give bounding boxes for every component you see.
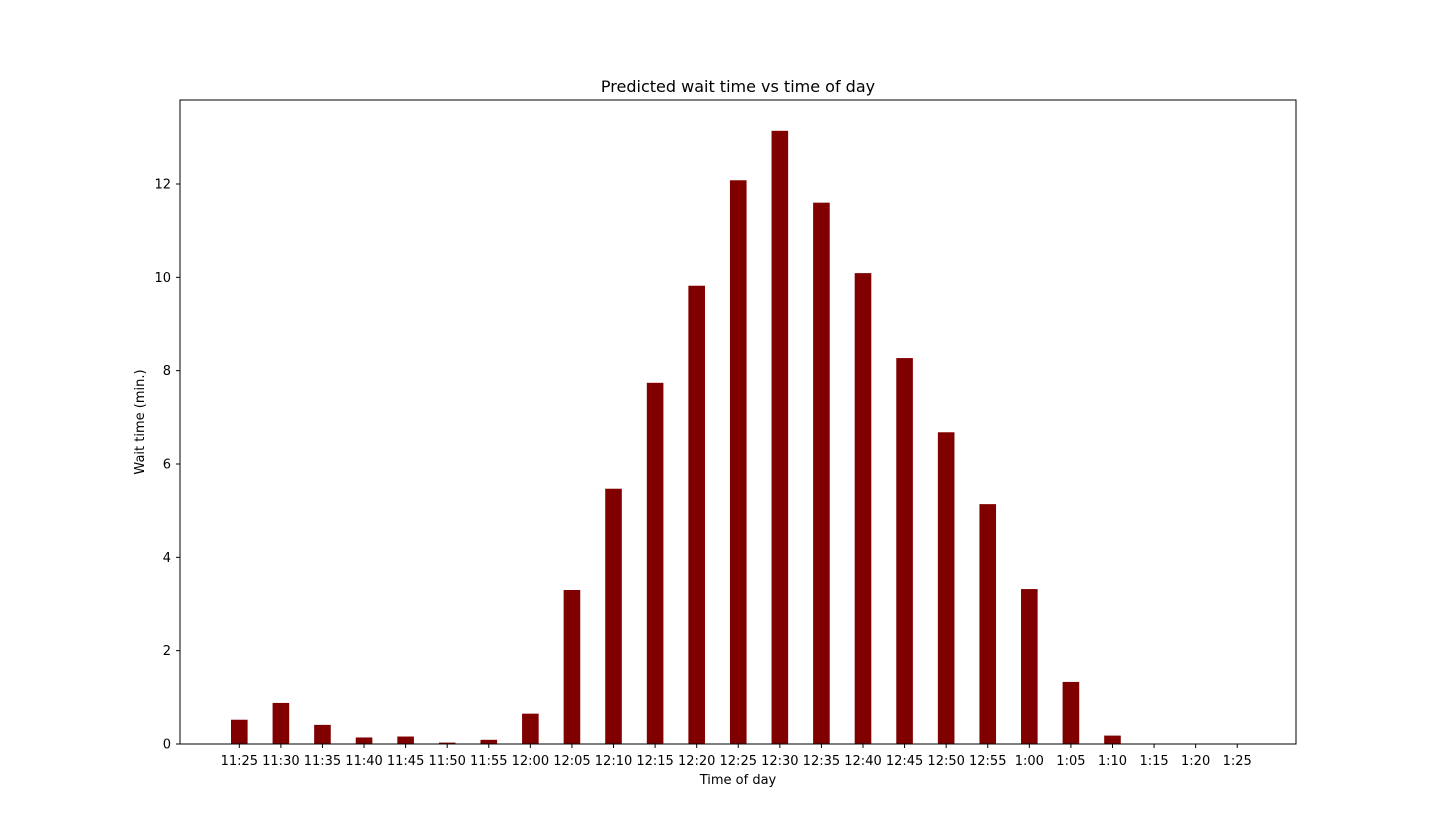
y-tick-label: 6: [163, 458, 171, 473]
bar-series: [231, 130, 1121, 745]
x-tick-label: 11:30: [262, 754, 299, 769]
bar-1:00: [1021, 589, 1038, 744]
bar-12:00: [522, 713, 539, 744]
x-tick-label: 11:55: [470, 754, 507, 769]
x-tick-label: 12:15: [636, 754, 673, 769]
y-tick-label: 10: [154, 271, 171, 286]
x-tick-label: 12:20: [678, 754, 715, 769]
bar-12:30: [771, 130, 789, 745]
bar-12:15: [646, 382, 664, 744]
bar-12:35: [813, 202, 830, 745]
bar-12:10: [605, 488, 622, 744]
x-tick-label: 11:35: [304, 754, 341, 769]
bar-12:25: [729, 180, 747, 744]
x-axis-title: Time of day: [699, 773, 777, 788]
x-tick-label: 1:25: [1223, 754, 1252, 769]
x-tick-label: 12:35: [803, 754, 840, 769]
bar-12:40: [854, 273, 872, 744]
x-tick-label: 11:50: [428, 754, 465, 769]
chart-title: Predicted wait time vs time of day: [601, 77, 875, 96]
y-tick-label: 12: [154, 178, 171, 193]
bar-12:50: [937, 432, 955, 744]
x-tick-label: 12:30: [761, 754, 798, 769]
y-axis-title: Wait time (min.): [133, 369, 148, 474]
bar-11:25: [231, 719, 248, 744]
y-tick-label: 0: [163, 738, 171, 753]
bar-1:05: [1062, 681, 1080, 744]
bar-1:10: [1104, 735, 1121, 744]
x-tick-label: 11:25: [221, 754, 258, 769]
x-tick-label: 1:15: [1139, 754, 1168, 769]
x-tick-label: 1:05: [1056, 754, 1085, 769]
x-tick-label: 11:40: [345, 754, 382, 769]
x-tick-label: 12:05: [553, 754, 590, 769]
x-axis: 11:25 11:30 11:35 11:40 11:45 11:50 11:55 12:00…: [221, 744, 1252, 769]
bar-12:05: [563, 590, 581, 744]
x-tick-label: 1:20: [1181, 754, 1210, 769]
bar-11:40: [355, 737, 373, 744]
y-tick-label: 2: [163, 644, 171, 659]
x-tick-label: 12:25: [720, 754, 757, 769]
x-tick-label: 12:10: [595, 754, 632, 769]
x-tick-label: 12:45: [886, 754, 923, 769]
y-tick-label: 8: [163, 364, 171, 379]
x-tick-label: 12:00: [512, 754, 549, 769]
bar-12:45: [896, 358, 913, 744]
x-tick-label: 12:50: [927, 754, 964, 769]
x-tick-label: 1:10: [1098, 754, 1127, 769]
x-tick-label: 11:45: [387, 754, 424, 769]
bar-11:30: [272, 702, 290, 744]
bar-11:45: [397, 736, 414, 744]
plot-frame: [179, 99, 1297, 745]
bar-12:55: [979, 504, 997, 744]
x-tick-label: 12:40: [844, 754, 881, 769]
bar-11:35: [314, 724, 331, 744]
x-tick-label: 12:55: [969, 754, 1006, 769]
x-tick-label: 1:00: [1015, 754, 1044, 769]
bar-11:50: [438, 742, 456, 744]
bar-12:20: [688, 285, 705, 744]
bar-11:55: [480, 739, 498, 744]
y-tick-label: 4: [163, 551, 171, 566]
y-axis: 0 2 4 6 8 10 12: [154, 178, 180, 753]
